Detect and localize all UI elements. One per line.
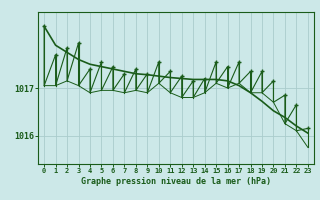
X-axis label: Graphe pression niveau de la mer (hPa): Graphe pression niveau de la mer (hPa) xyxy=(81,177,271,186)
